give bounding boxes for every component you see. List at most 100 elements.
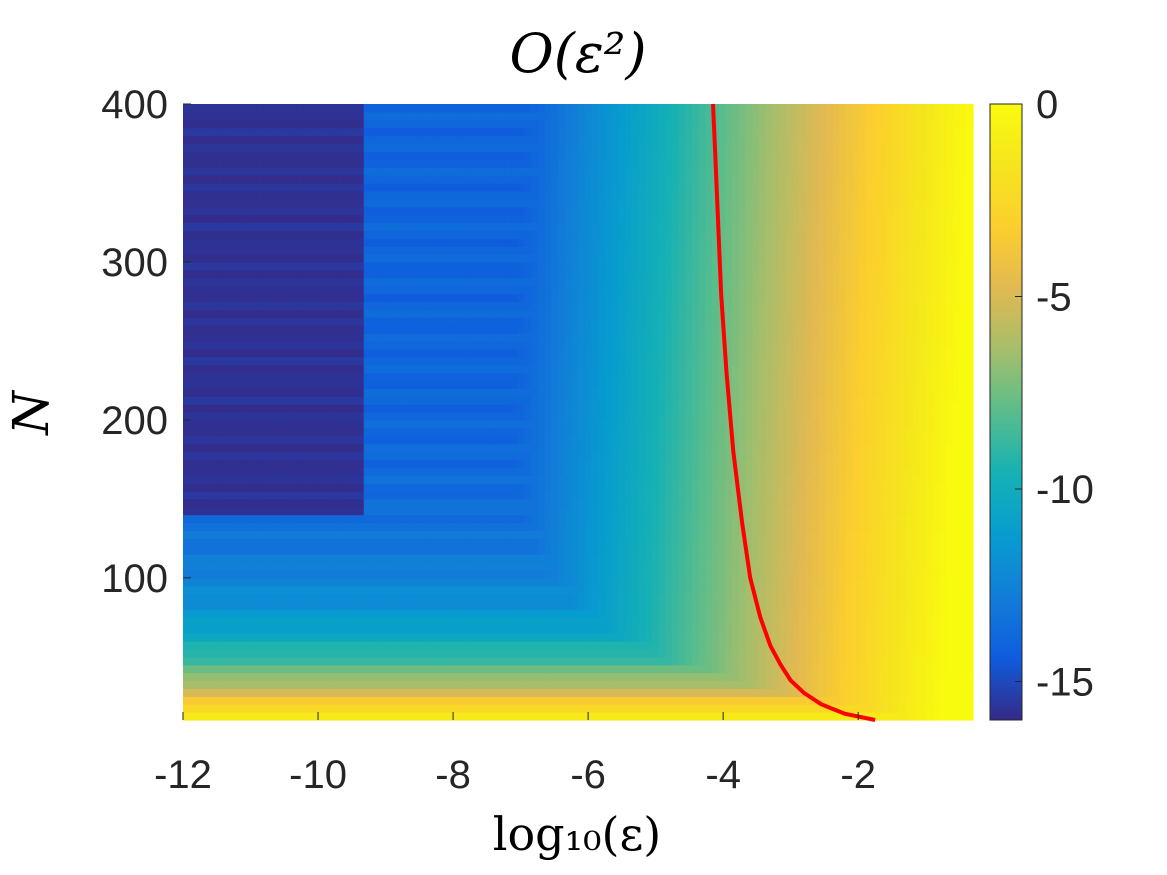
heatmap-cell <box>203 664 211 674</box>
heatmap-cell <box>792 633 800 642</box>
heatmap-cell <box>531 451 539 460</box>
heatmap-cell <box>792 641 800 650</box>
heatmap-cell <box>899 546 907 555</box>
heatmap-cell <box>330 506 338 516</box>
heatmap-cell <box>183 459 191 468</box>
heatmap-cell <box>551 625 559 634</box>
heatmap-cell <box>765 562 773 571</box>
heatmap-cell <box>819 688 827 697</box>
heatmap-cell <box>357 483 365 492</box>
heatmap-cell <box>450 404 459 413</box>
heatmap-cell <box>785 419 793 429</box>
heatmap-cell <box>450 396 459 405</box>
heatmap-cell <box>410 593 418 603</box>
heatmap-cell <box>209 625 218 634</box>
heatmap-cell <box>638 609 646 618</box>
heatmap-cell <box>437 585 445 595</box>
heatmap-cell <box>497 585 505 595</box>
heatmap-cell <box>658 664 666 674</box>
heatmap-cell <box>939 404 947 413</box>
heatmap-cell <box>812 490 820 500</box>
heatmap-cell <box>711 530 720 539</box>
heatmap-cell <box>437 459 445 468</box>
heatmap-cell <box>517 601 526 611</box>
heatmap-cell <box>283 419 291 429</box>
heatmap-cell <box>544 396 552 405</box>
heatmap-cell <box>470 396 479 405</box>
heatmap-cell <box>705 514 713 524</box>
heatmap-cell <box>323 412 331 421</box>
heatmap-cell <box>464 672 472 682</box>
heatmap-cell <box>711 538 720 547</box>
heatmap-cell <box>805 396 813 405</box>
heatmap-cell <box>698 585 706 595</box>
heatmap-cell <box>557 490 566 500</box>
heatmap-cell <box>765 451 773 460</box>
heatmap-cell <box>477 562 485 571</box>
heatmap-cell <box>939 538 947 547</box>
heatmap-cell <box>557 601 566 611</box>
heatmap-cell <box>276 562 285 571</box>
heatmap-cell <box>598 648 606 658</box>
heatmap-cell <box>544 459 552 468</box>
heatmap-cell <box>350 427 358 437</box>
heatmap-cell <box>209 585 218 595</box>
heatmap-cell <box>745 459 753 468</box>
heatmap-cell <box>350 601 358 611</box>
heatmap-cell <box>276 641 285 650</box>
heatmap-cell <box>765 601 773 611</box>
heatmap-cell <box>691 680 700 690</box>
heatmap-cell <box>357 427 365 437</box>
heatmap-cell <box>591 451 599 460</box>
heatmap-cell <box>336 648 345 658</box>
heatmap-cell <box>249 633 258 642</box>
heatmap-cell <box>798 633 807 642</box>
heatmap-cell <box>578 427 586 437</box>
heatmap-cell <box>437 498 445 508</box>
heatmap-cell <box>270 419 278 429</box>
heatmap-cell <box>852 475 860 484</box>
heatmap-cell <box>417 664 425 674</box>
heatmap-cell <box>859 672 867 682</box>
heatmap-cell <box>256 396 264 405</box>
heatmap-cell <box>397 427 405 437</box>
heatmap-cell <box>919 467 927 476</box>
heatmap-cell <box>330 427 338 437</box>
heatmap-cell <box>209 680 218 690</box>
heatmap-cell <box>698 522 706 532</box>
heatmap-cell <box>892 609 900 618</box>
heatmap-cell <box>363 451 372 460</box>
heatmap-cell <box>270 712 278 721</box>
heatmap-cell <box>450 451 459 460</box>
heatmap-cell <box>290 451 298 460</box>
heatmap-cell <box>524 680 532 690</box>
heatmap-cell <box>424 546 432 555</box>
heatmap-cell <box>752 514 760 524</box>
heatmap-cell <box>551 648 559 658</box>
heatmap-cell <box>537 506 546 516</box>
heatmap-cell <box>403 554 412 563</box>
heatmap-cell <box>517 577 526 587</box>
heatmap-cell <box>531 664 539 674</box>
heatmap-cell <box>738 538 746 547</box>
heatmap-cell <box>557 712 566 721</box>
heatmap-cell <box>604 569 613 579</box>
heatmap-cell <box>464 396 472 405</box>
heatmap-cell <box>457 546 465 555</box>
heatmap-cell <box>290 435 298 445</box>
heatmap-cell <box>290 412 298 421</box>
heatmap-cell <box>812 664 820 674</box>
heatmap-cell <box>926 498 934 508</box>
heatmap-cell <box>591 459 599 468</box>
heatmap-cell <box>906 546 914 555</box>
heatmap-cell <box>470 514 479 524</box>
heatmap-cell <box>678 459 686 468</box>
heatmap-cell <box>444 554 452 563</box>
heatmap-cell <box>417 396 425 405</box>
heatmap-cell <box>872 475 880 484</box>
heatmap-cell <box>711 546 720 555</box>
heatmap-cell <box>216 412 224 421</box>
heatmap-cell <box>624 443 633 453</box>
heatmap-cell <box>604 451 613 460</box>
heatmap-cell <box>604 404 613 413</box>
